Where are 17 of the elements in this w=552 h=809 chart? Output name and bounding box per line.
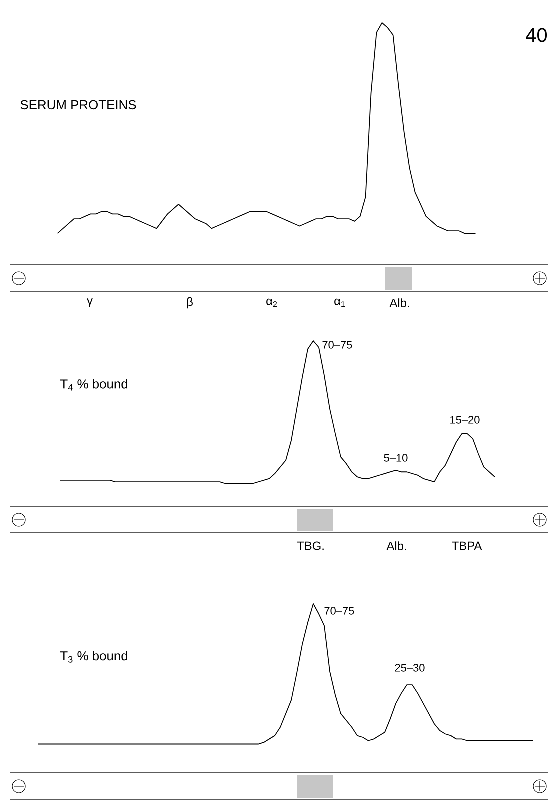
annotation: 5–10 [384,454,408,462]
text: α$_{1}$ [334,298,346,308]
annotation: 70–75 [324,607,354,615]
text: SERUM PROTEINS [20,100,136,110]
text: 40 [526,28,548,42]
annotation: 25–30 [395,664,425,672]
text: Alb. [390,298,410,308]
text: T$_{4}$ % bound [60,379,128,391]
text: α$_{2}$ [266,298,278,308]
text: β [187,297,193,309]
text: TBG. [297,542,324,550]
text: T$_{3}$ % bound [60,651,128,663]
text: γ [87,298,93,308]
text: TBPA [452,542,482,550]
annotation: 70–75 [322,341,352,349]
annotation: 15–20 [450,416,480,424]
text: Alb. [386,542,406,550]
